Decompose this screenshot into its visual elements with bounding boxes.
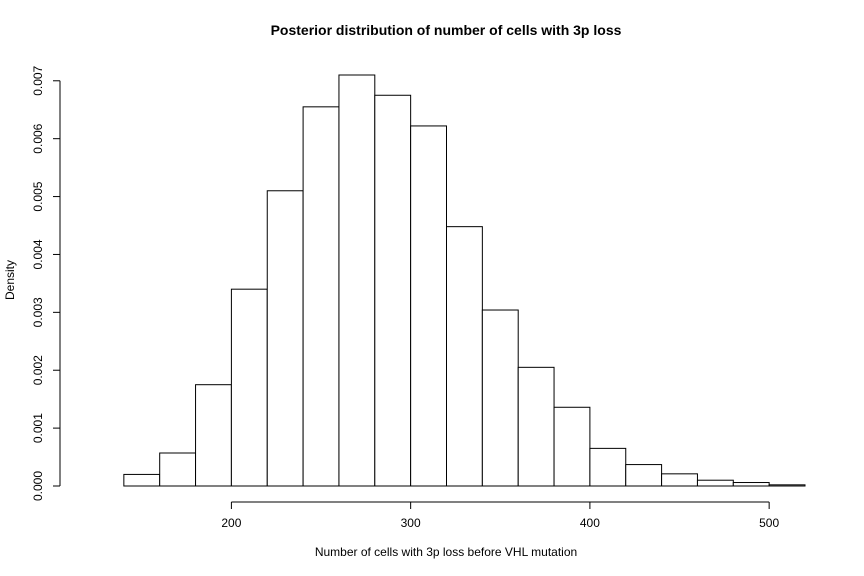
histogram-bar-2 bbox=[123, 473, 161, 487]
histogram-bar-3 bbox=[159, 452, 197, 487]
histogram-bar-17 bbox=[661, 473, 698, 487]
y-tick-label-0.001: 0.001 bbox=[31, 413, 45, 443]
histogram-bar-8 bbox=[338, 74, 376, 487]
bars-layer bbox=[123, 74, 806, 487]
histogram-bar-9 bbox=[374, 94, 412, 487]
y-axis-label: Density bbox=[3, 260, 17, 300]
y-tick-label-0.003: 0.003 bbox=[31, 297, 45, 327]
y-tick-label-0.004: 0.004 bbox=[31, 239, 45, 269]
histogram-bar-12 bbox=[481, 309, 519, 487]
x-tick-label-500: 500 bbox=[759, 516, 779, 530]
histogram-bar-18 bbox=[696, 479, 734, 487]
histogram-bar-20 bbox=[768, 484, 806, 487]
x-axis: 200 300 400 500 bbox=[221, 501, 779, 530]
histogram-bar-15 bbox=[589, 447, 627, 487]
chart-title: Posterior distribution of number of cell… bbox=[271, 22, 622, 38]
y-tick-label-0.000: 0.000 bbox=[31, 471, 45, 501]
histogram-bar-14 bbox=[553, 406, 591, 487]
histogram-bar-16 bbox=[625, 464, 663, 487]
histogram-bar-10 bbox=[410, 125, 447, 487]
x-axis-label: Number of cells with 3p loss before VHL … bbox=[315, 545, 577, 559]
y-tick-label-0.002: 0.002 bbox=[31, 355, 45, 385]
y-axis: 0.000 0.001 0.002 0.003 0.004 0.005 0.006 0.007 bbox=[31, 65, 61, 501]
y-tick-label-0.007: 0.007 bbox=[31, 65, 45, 95]
x-tick-label-300: 300 bbox=[401, 516, 421, 530]
x-tick-label-200: 200 bbox=[221, 516, 241, 530]
y-tick-label-0.006: 0.006 bbox=[31, 123, 45, 153]
histogram-bar-13 bbox=[517, 366, 555, 487]
histogram-bar-19 bbox=[732, 482, 770, 487]
y-tick-label-0.005: 0.005 bbox=[31, 181, 45, 211]
histogram-bar-5 bbox=[230, 288, 268, 487]
histogram-bar-6 bbox=[266, 190, 304, 487]
x-tick-label-400: 400 bbox=[580, 516, 600, 530]
histogram-bar-11 bbox=[446, 226, 483, 487]
histogram-bar-7 bbox=[302, 106, 340, 487]
histogram-bar-4 bbox=[195, 384, 232, 487]
